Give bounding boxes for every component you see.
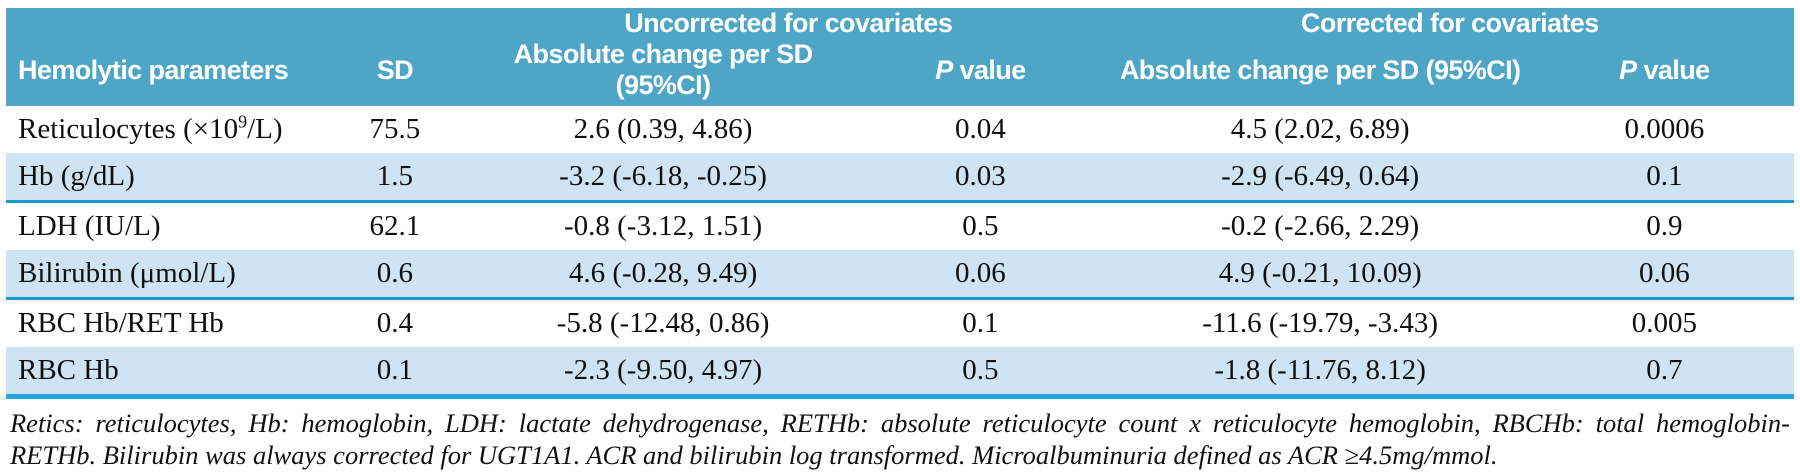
- cell-corrected-change: -2.9 (-6.49, 0.64): [1105, 153, 1535, 203]
- parameter-label: Hb (g/dL): [18, 160, 135, 192]
- table-header: Uncorrected for covariates Corrected for…: [6, 8, 1794, 106]
- col-header-sd: SD: [318, 39, 471, 106]
- hemolytic-parameters-table: Uncorrected for covariates Corrected for…: [6, 8, 1794, 399]
- cell-parameter: LDH (IU/L): [6, 202, 319, 251]
- cell-uncorrected-pvalue: 0.06: [855, 250, 1106, 300]
- cell-corrected-change: -1.8 (-11.76, 8.12): [1105, 347, 1535, 399]
- group-header-row: Uncorrected for covariates Corrected for…: [6, 8, 1794, 39]
- table-row-rbchb-rethb: RBC Hb/RET Hb 0.4 -5.8 (-12.48, 0.86) 0.…: [6, 299, 1794, 348]
- col-header-parameters: Hemolytic parameters: [6, 39, 319, 106]
- cell-uncorrected-change: -5.8 (-12.48, 0.86): [556, 307, 770, 339]
- table-footnote: Retics: reticulocytes, Hb: hemoglobin, L…: [10, 408, 1790, 471]
- cell-sd: 1.5: [318, 153, 471, 203]
- cell-corrected-change: 4.5 (2.02, 6.89): [1230, 113, 1410, 145]
- p-rest: value: [952, 54, 1027, 85]
- cell-corrected-change: 4.9 (-0.21, 10.09): [1105, 250, 1535, 300]
- table-row-ldh: LDH (IU/L) 62.1 -0.8 (-3.12, 1.51) 0.5 -…: [6, 202, 1794, 251]
- cell-sd: 62.1: [369, 210, 421, 242]
- cell-sd: 0.4: [376, 307, 413, 339]
- cell-corrected-change: -0.2 (-2.66, 2.29): [1221, 210, 1420, 242]
- parameter-label: RBC Hb: [18, 354, 119, 386]
- parameter-label: Bilirubin (μmol/L): [18, 257, 236, 289]
- table-row-hb: Hb (g/dL) 1.5 -3.2 (-6.18, -0.25) 0.03 -…: [6, 153, 1794, 203]
- cell-corrected-pvalue: 0.06: [1534, 250, 1794, 300]
- p-italic: P: [1619, 54, 1637, 85]
- cell-corrected-pvalue: 0.1: [1534, 153, 1794, 203]
- cell-uncorrected-pvalue: 0.5: [855, 347, 1106, 399]
- parameter-superscript: 9: [238, 111, 248, 132]
- table-row-reticulocytes: Reticulocytes (×109/L) 75.5 2.6 (0.39, 4…: [6, 106, 1794, 153]
- col-header-uncorrected-change: Absolute change per SD (95%CI): [470, 39, 856, 106]
- parameter-label: RBC Hb/RET Hb: [18, 307, 224, 339]
- cell-corrected-pvalue: 0.005: [1631, 307, 1697, 339]
- table-row-rbchb: RBC Hb 0.1 -2.3 (-9.50, 4.97) 0.5 -1.8 (…: [6, 347, 1794, 399]
- cell-uncorrected-pvalue: 0.5: [962, 210, 999, 242]
- cell-uncorrected-change: -0.8 (-3.12, 1.51): [563, 210, 763, 242]
- column-header-row: Hemolytic parameters SD Absolute change …: [6, 39, 1794, 106]
- group-header-empty: [6, 8, 471, 39]
- cell-corrected-pvalue: 0.0006: [1624, 113, 1705, 145]
- cell-parameter: Bilirubin (μmol/L): [6, 250, 319, 300]
- parameter-label: LDH (IU/L): [18, 210, 161, 242]
- table-body: Reticulocytes (×109/L) 75.5 2.6 (0.39, 4…: [6, 106, 1794, 399]
- cell-sd: 0.6: [318, 250, 471, 300]
- cell-uncorrected-pvalue: 0.1: [962, 307, 999, 339]
- page: Uncorrected for covariates Corrected for…: [6, 8, 1794, 470]
- cell-corrected-change: -11.6 (-19.79, -3.43): [1202, 307, 1438, 339]
- parameter-label: Reticulocytes (×10: [18, 113, 239, 145]
- cell-parameter: Reticulocytes (×109/L): [6, 106, 319, 153]
- group-header-corrected: Corrected for covariates: [1105, 8, 1794, 39]
- cell-sd: 75.5: [369, 113, 421, 145]
- cell-uncorrected-change: 2.6 (0.39, 4.86): [573, 113, 753, 145]
- cell-uncorrected-change: -3.2 (-6.18, -0.25): [470, 153, 856, 203]
- p-rest: value: [1636, 54, 1710, 85]
- group-header-uncorrected: Uncorrected for covariates: [470, 8, 1106, 39]
- cell-corrected-pvalue: 0.9: [1646, 210, 1683, 242]
- cell-parameter: RBC Hb/RET Hb: [6, 299, 319, 348]
- cell-parameter: RBC Hb: [6, 347, 319, 399]
- cell-corrected-pvalue: 0.7: [1534, 347, 1794, 399]
- p-italic: P: [935, 54, 953, 85]
- cell-uncorrected-change: 4.6 (-0.28, 9.49): [470, 250, 856, 300]
- cell-uncorrected-pvalue: 0.04: [955, 113, 1006, 145]
- parameter-label-suffix: /L): [247, 113, 283, 145]
- cell-uncorrected-pvalue: 0.03: [855, 153, 1106, 203]
- col-header-corrected-pvalue: P value: [1534, 39, 1794, 106]
- cell-uncorrected-change: -2.3 (-9.50, 4.97): [470, 347, 856, 399]
- cell-sd: 0.1: [318, 347, 471, 399]
- cell-parameter: Hb (g/dL): [6, 153, 319, 203]
- col-header-corrected-change: Absolute change per SD (95%CI): [1105, 39, 1535, 106]
- table-row-bilirubin: Bilirubin (μmol/L) 0.6 4.6 (-0.28, 9.49)…: [6, 250, 1794, 300]
- col-header-uncorrected-pvalue: P value: [855, 39, 1106, 106]
